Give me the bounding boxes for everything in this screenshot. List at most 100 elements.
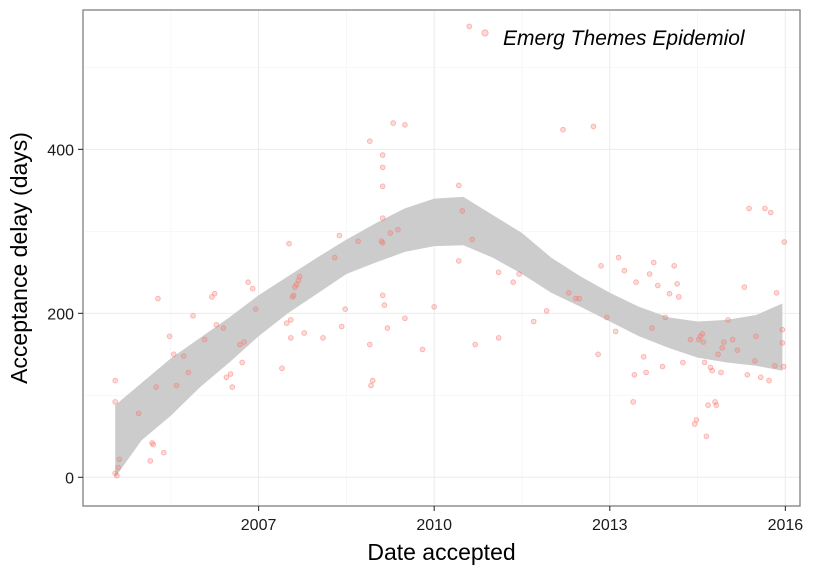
data-point	[279, 365, 285, 372]
data-point	[721, 339, 727, 345]
data-point	[752, 358, 758, 364]
data-point	[666, 290, 673, 297]
y-tick-label: 200	[47, 306, 74, 323]
data-point	[741, 284, 748, 290]
data-point	[703, 433, 710, 440]
data-point	[687, 336, 694, 343]
data-point	[379, 164, 386, 171]
data-point	[379, 292, 386, 299]
data-point	[767, 209, 774, 216]
data-point	[290, 292, 297, 299]
data-point	[166, 333, 173, 340]
x-tick-label: 2016	[768, 517, 804, 534]
data-point	[459, 208, 466, 214]
data-point	[659, 363, 666, 370]
x-tick-label: 2010	[416, 517, 452, 534]
data-point	[112, 377, 118, 384]
data-point	[674, 280, 680, 287]
data-point	[612, 328, 619, 335]
data-point	[746, 205, 752, 212]
data-point	[239, 359, 246, 366]
data-point	[701, 359, 708, 366]
data-point	[296, 273, 303, 280]
data-point	[771, 362, 778, 369]
data-point	[725, 317, 731, 323]
data-point	[662, 314, 669, 321]
data-point	[705, 402, 711, 409]
data-point	[390, 120, 397, 126]
panel-border	[82, 9, 801, 507]
data-point	[654, 282, 661, 289]
data-point	[287, 317, 294, 323]
data-point	[646, 271, 653, 277]
data-point	[466, 23, 473, 30]
data-point	[709, 367, 715, 374]
data-point	[180, 353, 187, 359]
data-point	[419, 346, 426, 353]
data-point	[227, 371, 234, 377]
data-point	[342, 306, 349, 313]
data-point	[766, 377, 772, 384]
data-point	[576, 295, 583, 302]
data-point	[338, 323, 345, 330]
data-point	[211, 290, 218, 297]
data-point	[495, 269, 502, 276]
legend: Emerg Themes Epidemiol	[481, 27, 746, 50]
y-tick-label: 0	[65, 470, 74, 487]
data-point	[565, 289, 572, 296]
data-point	[252, 306, 259, 313]
data-point	[671, 262, 677, 269]
data-point	[150, 441, 157, 448]
data-point	[220, 325, 227, 331]
data-point	[355, 238, 361, 245]
data-point	[621, 267, 628, 274]
data-point	[729, 336, 736, 343]
legend-key-point	[481, 29, 489, 37]
data-point	[368, 382, 374, 389]
data-point	[114, 472, 120, 479]
data-point	[719, 344, 725, 351]
data-point	[633, 279, 639, 286]
data-point	[603, 314, 610, 321]
data-point	[387, 230, 394, 236]
data-point	[495, 335, 502, 341]
data-point	[715, 351, 721, 358]
data-point	[237, 341, 243, 348]
y-tick-label: 400	[47, 142, 74, 159]
data-point	[287, 335, 294, 341]
data-point	[516, 271, 522, 277]
data-point	[366, 138, 373, 145]
x-axis-title: Date accepted	[367, 539, 515, 565]
data-point	[615, 254, 622, 261]
data-point	[530, 318, 537, 325]
data-point	[431, 303, 438, 310]
data-point	[650, 259, 657, 266]
data-point	[384, 325, 391, 331]
data-point	[762, 205, 768, 212]
data-point	[249, 285, 256, 292]
data-point	[155, 295, 161, 302]
data-point	[170, 351, 177, 358]
data-point	[295, 277, 302, 284]
data-point	[598, 262, 604, 269]
data-point	[115, 464, 121, 471]
data-point	[781, 239, 787, 245]
data-point	[779, 326, 786, 333]
y-axis-ticks: 0 200 400	[47, 142, 83, 487]
data-point	[320, 335, 326, 341]
data-point	[649, 325, 655, 331]
data-point	[135, 410, 142, 417]
data-point	[472, 341, 479, 348]
y-axis-title: Acceptance delay (days)	[6, 132, 32, 384]
x-tick-label: 2007	[241, 517, 277, 534]
data-point	[757, 374, 764, 381]
data-point	[744, 371, 751, 378]
data-point	[675, 294, 682, 300]
data-point	[286, 240, 292, 247]
data-point	[753, 333, 759, 340]
data-point	[643, 369, 649, 376]
data-point	[693, 417, 700, 423]
legend-label: Emerg Themes Epidemiol	[503, 27, 746, 50]
data-point	[379, 183, 386, 190]
